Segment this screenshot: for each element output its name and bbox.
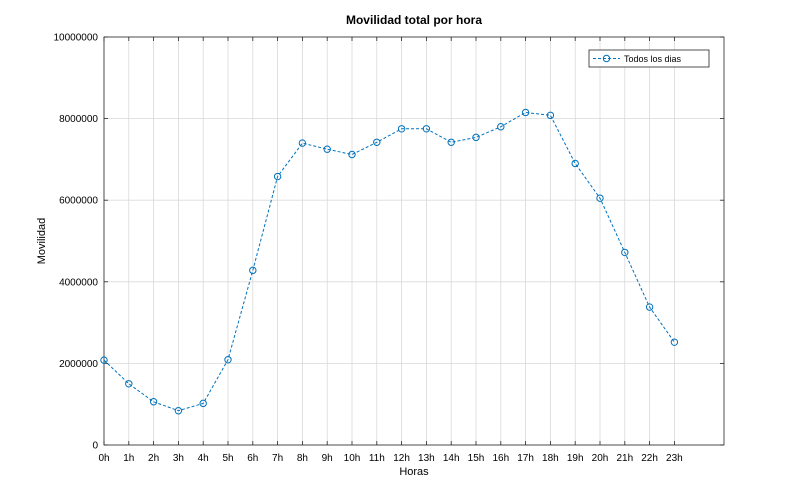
data-point: [645, 303, 654, 311]
x-tick-label: 13h: [418, 453, 435, 464]
series-layer: [100, 108, 679, 415]
data-point: [100, 356, 108, 364]
data-point: [224, 356, 232, 364]
x-tick-label: 3h: [173, 453, 184, 464]
data-point: [199, 399, 207, 408]
y-tick-label: 4000000: [59, 277, 98, 288]
y-tick-label: 2000000: [59, 359, 98, 370]
x-tick-label: 9h: [322, 453, 333, 464]
x-tick-label: 5h: [222, 453, 233, 464]
y-tick-label: 0: [92, 441, 98, 452]
data-point: [397, 125, 406, 133]
x-tick-label: 20h: [592, 453, 609, 464]
x-tick-label: 8h: [297, 453, 308, 464]
x-tick-label: 10h: [344, 453, 361, 464]
data-point: [670, 338, 679, 346]
x-tick-label: 22h: [641, 453, 658, 464]
data-point: [422, 125, 431, 133]
y-tick-label: 8000000: [59, 114, 98, 125]
x-tick-label: 4h: [198, 453, 209, 464]
x-tick-label: 19h: [567, 453, 584, 464]
data-point: [298, 139, 307, 147]
x-axis-label: Horas: [399, 466, 429, 478]
y-tick-label: 6000000: [59, 196, 98, 207]
x-tick-label: 18h: [542, 453, 559, 464]
y-tick-label: 10000000: [54, 33, 99, 44]
data-point: [273, 172, 282, 181]
data-point: [621, 248, 629, 257]
legend-marker: [602, 54, 611, 63]
data-point: [125, 380, 133, 388]
legend-label: Todos los dias: [624, 54, 682, 64]
data-point: [472, 133, 480, 142]
y-axis-label: Movilidad: [36, 218, 48, 264]
data-point: [521, 108, 530, 117]
x-axis: 0h 1h 2h 3h 4h 5h 6h 7h 8h 9h 10h 11h 12h 13h 14h 15h 16…: [98, 37, 683, 464]
data-point: [323, 145, 331, 153]
plot-area: [104, 37, 724, 445]
data-point: [546, 111, 555, 120]
data-point: [571, 159, 579, 168]
x-tick-label: 17h: [517, 453, 534, 464]
x-tick-label: 11h: [369, 453, 385, 464]
x-tick-label: 0h: [98, 453, 109, 464]
x-tick-label: 2h: [148, 453, 159, 464]
data-point: [497, 123, 505, 131]
data-point: [447, 138, 455, 146]
x-tick-label: 15h: [468, 453, 485, 464]
x-tick-label: 6h: [247, 453, 258, 464]
data-point: [348, 150, 356, 159]
x-tick-label: 23h: [666, 453, 683, 464]
chart-title: Movilidad total por hora: [346, 13, 482, 27]
series-line: [103, 111, 675, 412]
x-tick-label: 7h: [272, 453, 283, 464]
x-tick-label: 16h: [492, 453, 509, 464]
x-tick-label: 21h: [616, 453, 633, 464]
x-tick-label: 1h: [123, 453, 134, 464]
data-point: [249, 266, 257, 275]
data-point: [174, 407, 183, 415]
legend: Todos los dias: [588, 49, 710, 68]
legend-box: [588, 49, 710, 68]
plot-frame: [103, 36, 725, 446]
data-point: [149, 398, 158, 406]
y-axis: 0 2000000 4000000 6000000 8000000 10000000: [54, 33, 724, 452]
x-tick-label: 12h: [393, 453, 410, 464]
data-point: [373, 138, 381, 146]
x-tick-label: 14h: [443, 453, 460, 464]
data-point: [596, 194, 604, 202]
